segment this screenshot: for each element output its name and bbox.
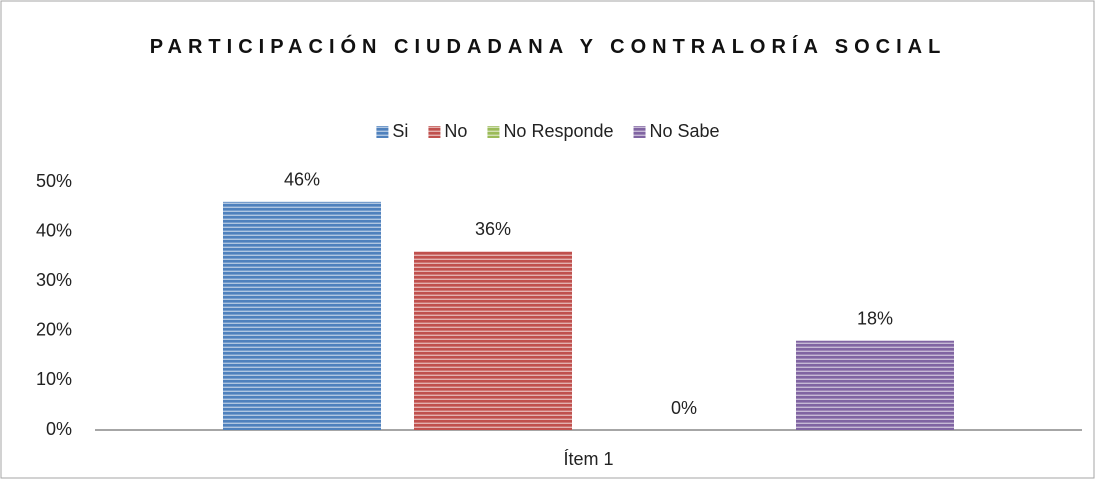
legend-swatch [428,126,441,138]
y-tick-label: 50% [36,171,72,191]
y-tick-label: 30% [36,270,72,290]
y-tick-label: 40% [36,220,72,240]
legend-label: No Sabe [650,121,720,141]
data-label: 46% [284,170,320,190]
bar [223,201,381,430]
y-tick-label: 20% [36,320,72,340]
chart-title: PARTICIPACIÓN CIUDADANA Y CONTRALORÍA SO… [149,36,947,58]
legend-swatch [487,126,500,138]
data-label: 36% [475,219,511,239]
data-label: 0% [671,398,697,418]
y-tick-label: 0% [46,419,72,439]
x-tick-label: Ítem 1 [563,449,613,469]
legend-label: No [444,121,467,141]
legend-label: No Responde [503,121,613,141]
legend-swatch [376,126,389,138]
bar [414,251,572,430]
legend-label: Si [392,121,408,141]
legend-swatch [633,126,646,138]
bar [796,340,954,430]
y-tick-label: 10% [36,369,72,389]
data-label: 18% [857,308,893,328]
